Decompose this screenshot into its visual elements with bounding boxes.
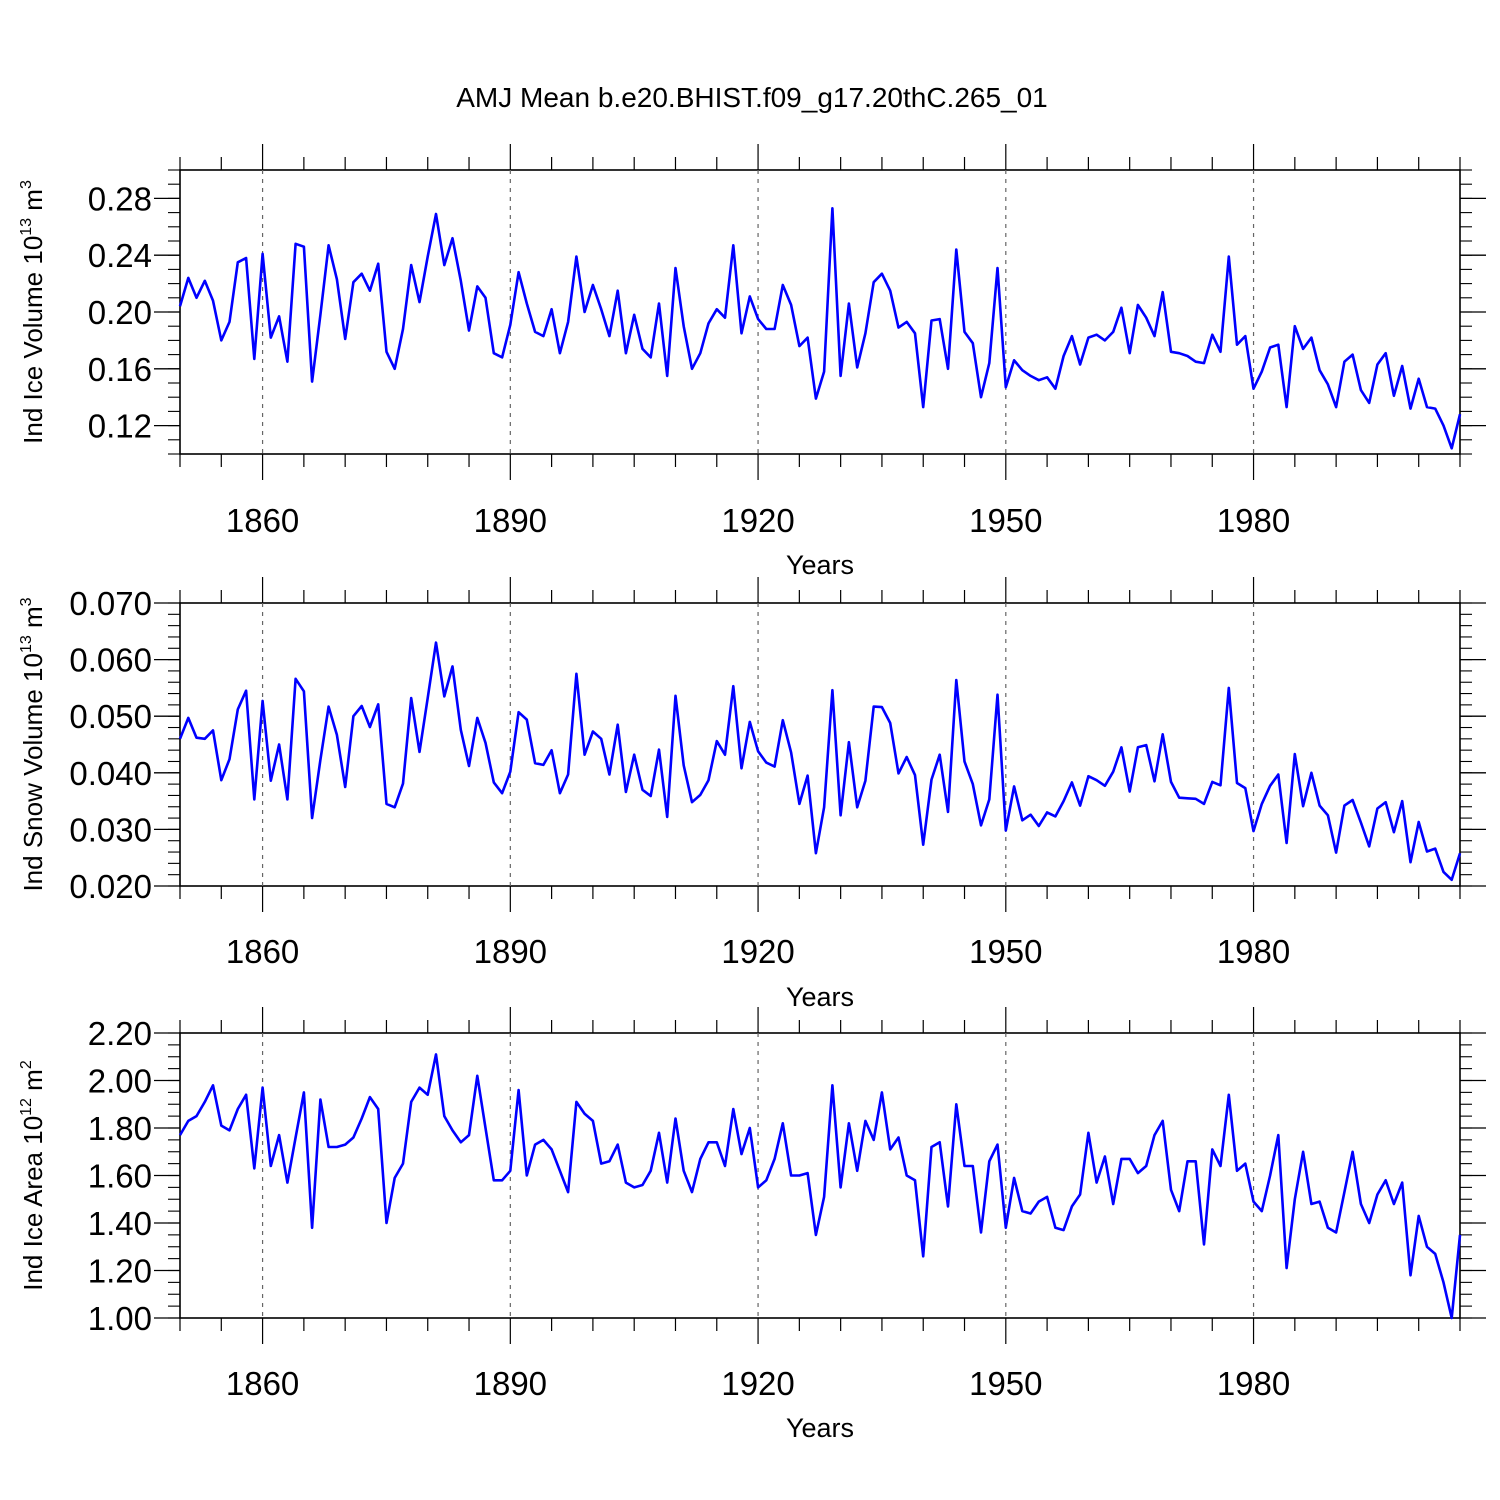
y-tick-label: 1.80 <box>88 1110 152 1147</box>
y-axis-title-unit-exp: 3 <box>18 597 35 606</box>
y-tick-label: 0.030 <box>69 811 152 848</box>
chart-panels: 0.12 0.16 0.20 0.24 0.28 1860 1890 1920 1950 1980… <box>18 144 1486 1443</box>
x-axis-title: Years <box>786 550 854 580</box>
y-axis-title-unit-exp: 3 <box>18 180 35 189</box>
x-tick-label: 1920 <box>721 1365 794 1402</box>
x-axis-title: Years <box>786 982 854 1012</box>
plot-frame <box>179 602 1461 887</box>
y-tick-label: 1.00 <box>88 1300 152 1337</box>
y-axis-title-unit-exp: 2 <box>18 1060 35 1069</box>
y-axis-title-name: Ind Snow Volume 10 <box>18 653 48 892</box>
y-axis-title-unit: m <box>18 606 48 635</box>
plot-frame <box>179 1032 1461 1319</box>
y-axis-title: Ind Snow Volume 1013 m3 <box>18 597 48 891</box>
y-tick-label: 0.060 <box>69 642 152 679</box>
y-axis-title-exp: 13 <box>18 218 35 236</box>
x-tick-label: 1860 <box>226 933 299 970</box>
series-line <box>178 641 1462 882</box>
y-tick-label: 0.040 <box>69 755 152 792</box>
y-tick-label: 1.40 <box>88 1205 152 1242</box>
x-tick-label: 1980 <box>1217 933 1290 970</box>
y-tick-label: 2.00 <box>88 1063 152 1100</box>
x-tick-label: 1890 <box>474 933 547 970</box>
x-tick-label: 1920 <box>721 502 794 539</box>
x-tick-label: 1980 <box>1217 502 1290 539</box>
y-axis-title-unit: m <box>18 1069 48 1098</box>
x-tick-label: 1890 <box>474 502 547 539</box>
x-tick-label: 1860 <box>226 502 299 539</box>
y-axis-title-exp: 12 <box>18 1098 35 1116</box>
chart-title: AMJ Mean b.e20.BHIST.f09_g17.20thC.265_0… <box>456 82 1048 113</box>
y-tick-label: 0.28 <box>88 180 152 217</box>
y-axis-title-exp: 13 <box>18 635 35 653</box>
y-tick-label: 1.20 <box>88 1253 152 1290</box>
y-tick-label: 2.20 <box>88 1015 152 1052</box>
y-tick-label: 0.24 <box>88 237 152 274</box>
x-tick-label: 1980 <box>1217 1365 1290 1402</box>
y-axis-title-name: Ind Ice Area 10 <box>18 1116 48 1291</box>
y-axis-title-name: Ind Ice Volume 10 <box>18 236 48 444</box>
y-axis-title: Ind Ice Volume 1013 m3 <box>18 180 48 444</box>
y-axis-title: Ind Ice Area 1012 m2 <box>18 1060 48 1291</box>
plot-frame <box>179 169 1461 455</box>
x-tick-label: 1860 <box>226 1365 299 1402</box>
series-line <box>178 1053 1462 1320</box>
x-tick-label: 1950 <box>969 933 1042 970</box>
y-axis-title-unit: m <box>18 189 48 218</box>
x-axis-title: Years <box>786 1413 854 1443</box>
panel-3: 1.00 1.20 1.40 1.60 1.80 2.00 2.20 1860 1890 1920… <box>18 1007 1486 1443</box>
x-tick-label: 1920 <box>721 933 794 970</box>
y-tick-label: 0.020 <box>69 868 152 905</box>
y-tick-label: 0.050 <box>69 698 152 735</box>
y-tick-label: 0.16 <box>88 351 152 388</box>
panel-2: 0.020 0.030 0.040 0.050 0.060 0.070 1860 1890 19… <box>18 577 1486 1012</box>
x-tick-label: 1890 <box>474 1365 547 1402</box>
panel-1: 0.12 0.16 0.20 0.24 0.28 1860 1890 1920 1950 1980… <box>18 144 1486 580</box>
series-line <box>178 207 1462 450</box>
y-tick-label: 1.60 <box>88 1158 152 1195</box>
x-tick-label: 1950 <box>969 1365 1042 1402</box>
y-tick-label: 0.12 <box>88 408 152 445</box>
x-tick-label: 1950 <box>969 502 1042 539</box>
y-tick-label: 0.20 <box>88 294 152 331</box>
y-tick-label: 0.070 <box>69 585 152 622</box>
